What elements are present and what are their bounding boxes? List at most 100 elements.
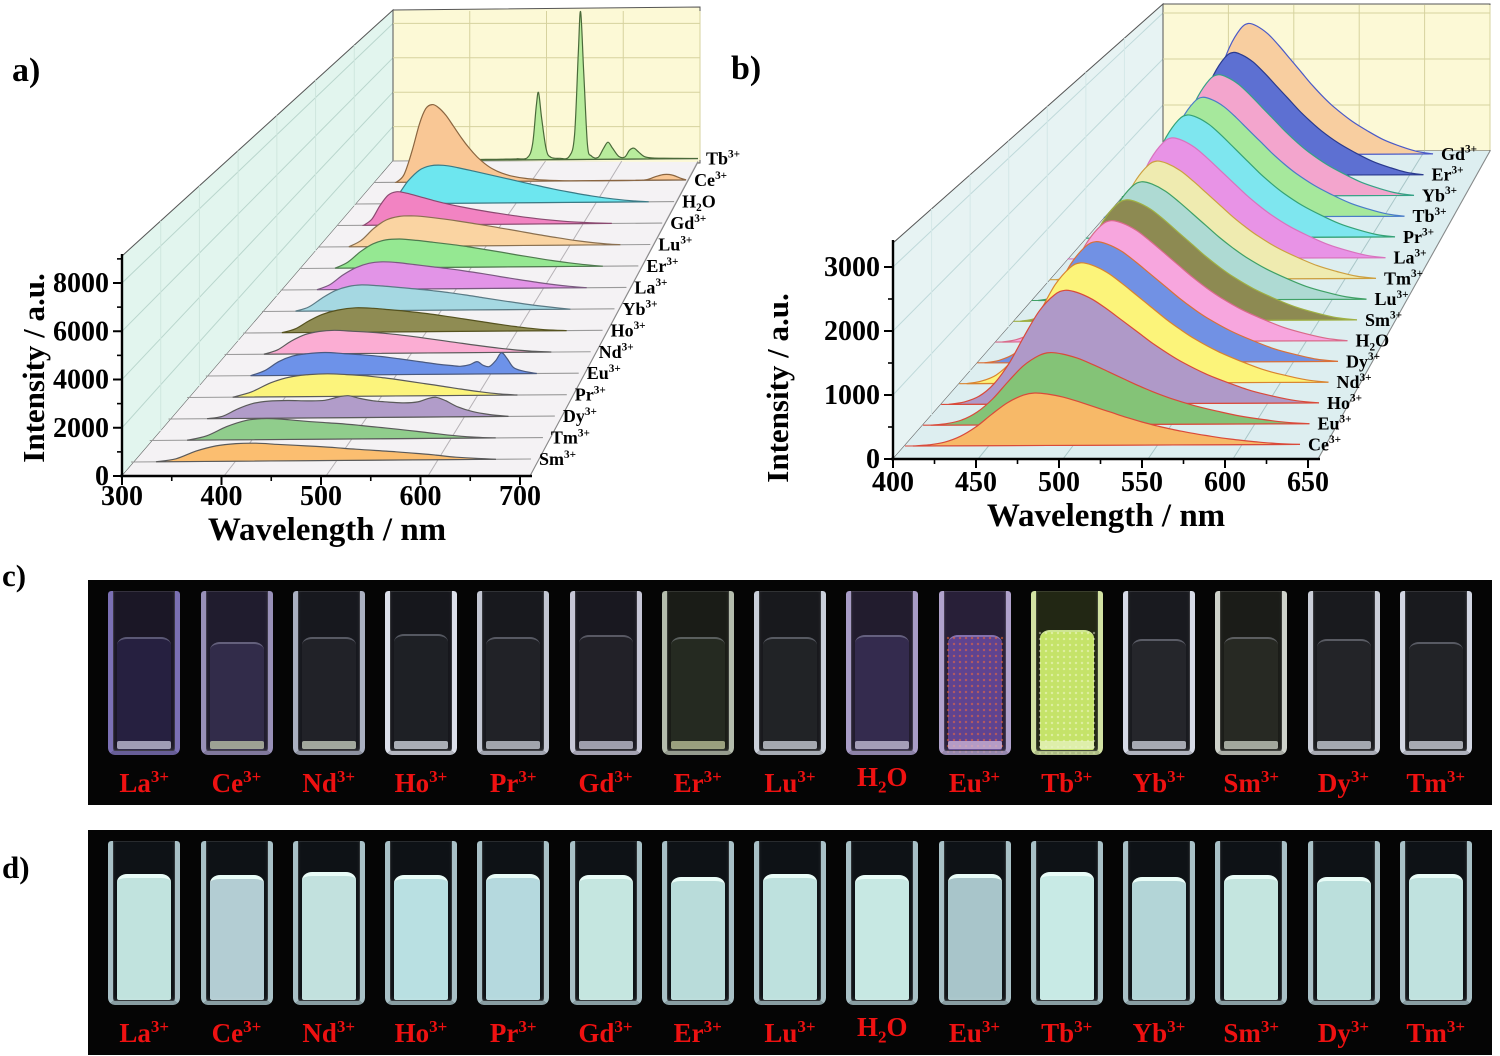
cuvette-liquid [578, 875, 633, 1000]
cuvette-label-d: Ce3+ [211, 1017, 262, 1048]
cuvette-cell-c: Gd3+ [569, 591, 642, 798]
liquid-speckle [1030, 630, 1103, 755]
x-tick-b-500: 500 [1038, 467, 1080, 498]
cuvette-d [1215, 841, 1288, 1005]
series-label-a-Dy: Dy3+ [563, 406, 597, 426]
cuvette-cell-d: Yb3+ [1123, 841, 1195, 1048]
cuvette-liquid [578, 635, 633, 750]
series-label-a-La: La3+ [634, 277, 667, 297]
series-label-a-Pr: Pr3+ [575, 384, 606, 404]
cuvette-liquid [486, 873, 541, 1000]
cuvette-liquid [209, 875, 264, 1000]
cuvette-c [938, 591, 1011, 755]
y-tick-b-1000: 1000 [824, 380, 880, 411]
series-a-La [316, 261, 587, 291]
series-label-b-Tm: Tm3+ [1384, 268, 1423, 288]
cuvette-label-d: Eu3+ [948, 1017, 1001, 1048]
series-a-Yb [295, 284, 571, 312]
cuvette-c [1399, 591, 1472, 755]
cuvette-label-c: Nd3+ [302, 767, 356, 798]
cuvette-label-c: Ho3+ [394, 767, 448, 798]
cuvette-cell-c: Eu3+ [938, 591, 1011, 798]
cuvette-c [385, 591, 457, 755]
cuvette-label-d: Tm3+ [1406, 1017, 1466, 1048]
cuvette-liquid [1132, 877, 1186, 1000]
series-label-b-Dy: Dy3+ [1346, 351, 1380, 371]
cuvette-label-c: Gd3+ [578, 767, 633, 798]
cuvette-d [1399, 841, 1472, 1005]
cuvette-d [385, 841, 457, 1005]
cuvette-label-d: Nd3+ [302, 1017, 356, 1048]
panel-letter-b: b) [731, 50, 762, 87]
cuvette-base-glow [486, 741, 541, 749]
cuvette-label-d: Gd3+ [578, 1017, 633, 1048]
cuvette-label-d: Pr3+ [489, 1017, 537, 1048]
cuvette-label-c: Ce3+ [211, 767, 262, 798]
cuvette-base-glow [670, 741, 725, 749]
series-a-H2O [383, 164, 649, 205]
cuvette-c [1307, 591, 1380, 755]
cuvette-cell-d: Tb3+ [1030, 841, 1103, 1048]
cuvette-liquid [763, 636, 817, 750]
cuvette-cell-c: Lu3+ [754, 591, 826, 798]
series-a-Pr [232, 373, 518, 398]
series-a-Eu [250, 351, 537, 377]
series-label-b-Nd: Nd3+ [1337, 372, 1372, 392]
series-label-b-Lu: Lu3+ [1375, 289, 1409, 309]
cuvette-cell-d: Sm3+ [1215, 841, 1288, 1048]
cuvette-base-glow [1224, 741, 1279, 749]
cuvette-c [200, 591, 273, 755]
cuvette-liquid [1039, 630, 1094, 750]
series-label-b-La: La3+ [1394, 247, 1427, 267]
series-label-b-Sm: Sm3+ [1365, 310, 1402, 330]
cuvette-c [292, 591, 365, 755]
series-label-b-Yb: Yb3+ [1422, 185, 1457, 205]
cuvette-c [846, 591, 919, 755]
cuvette-cell-d: Lu3+ [754, 841, 826, 1048]
y-tick-a-0: 0 [95, 461, 109, 492]
cuvette-cell-c: Dy3+ [1307, 591, 1380, 798]
cuvette-liquid [855, 875, 910, 1000]
cuvette-base-glow [117, 741, 172, 749]
y-tick-b-3000: 3000 [824, 252, 880, 283]
y-tick-a-2000: 2000 [53, 413, 109, 444]
cuvette-liquid [486, 636, 541, 750]
cuvette-cell-d: Ho3+ [385, 841, 457, 1048]
series-label-a-Er: Er3+ [646, 256, 678, 276]
series-label-a-Sm: Sm3+ [539, 449, 576, 469]
cuvette-cell-d: Gd3+ [569, 841, 642, 1048]
series-b-Ce [912, 392, 1301, 447]
series-a-Tb [415, 11, 699, 162]
cuvette-liquid [670, 636, 725, 750]
y-tick-a-8000: 8000 [53, 268, 109, 299]
cuvette-cell-c: Sm3+ [1215, 591, 1288, 798]
cuvette-c [1030, 591, 1103, 755]
cuvette-liquid [763, 873, 817, 1000]
panel-b-plot: Gd3+Er3+Yb3+Tb3+Pr3+La3+Tm3+Lu3+Sm3+H2OD… [760, 2, 1491, 534]
panel-a-plot: Tb3+Ce3+H2OGd3+Lu3+Er3+La3+Yb3+Ho3+Nd3+E… [16, 6, 740, 548]
cuvette-d [1123, 841, 1195, 1005]
cuvette-c [1215, 591, 1288, 755]
cuvette-d [200, 841, 273, 1005]
cuvette-label-d: Ho3+ [394, 1017, 448, 1048]
cuvette-c [754, 591, 826, 755]
series-label-a-Gd: Gd3+ [670, 213, 706, 233]
cuvette-c [477, 591, 550, 755]
cuvette-label-c: Tm3+ [1406, 767, 1466, 798]
cuvette-label-d: Lu3+ [764, 1017, 816, 1048]
cuvette-liquid [947, 873, 1002, 1000]
series-a-Lu [348, 215, 621, 248]
cuvette-cell-d: La3+ [108, 841, 181, 1048]
x-tick-a-600: 600 [400, 481, 442, 512]
cuvette-liquid [1039, 872, 1094, 1000]
cuvette-label-d: Tb3+ [1041, 1017, 1093, 1048]
cuvette-liquid [209, 641, 264, 750]
cuvette-cell-c: Pr3+ [477, 591, 550, 798]
cuvette-liquid [1224, 875, 1279, 1000]
cuvette-cell-d: Nd3+ [292, 841, 365, 1048]
cuvette-liquid [301, 872, 356, 1000]
cuvette-c [661, 591, 734, 755]
x-tick-b-600: 600 [1204, 467, 1246, 498]
series-label-a-Ho: Ho3+ [611, 320, 646, 340]
